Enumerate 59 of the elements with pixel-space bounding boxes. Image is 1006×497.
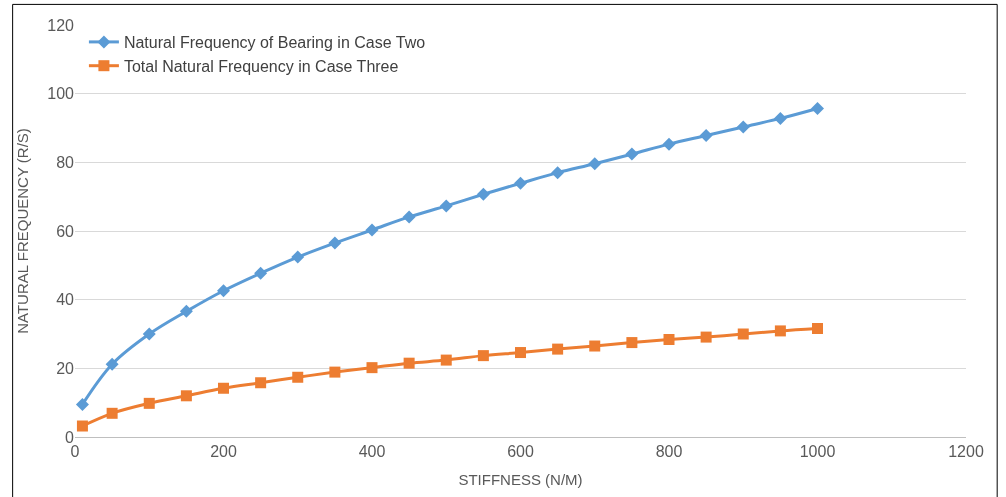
y-tick-label: 0 — [65, 428, 75, 446]
point — [402, 210, 416, 224]
point — [589, 340, 601, 352]
point — [142, 327, 156, 341]
point — [588, 157, 602, 171]
point — [440, 354, 452, 366]
y-tick-label: 80 — [56, 153, 75, 171]
point — [552, 343, 564, 355]
point — [291, 250, 305, 264]
point — [663, 333, 675, 345]
point — [329, 366, 341, 378]
point — [439, 199, 453, 213]
point — [254, 266, 268, 280]
y-tick-label: 20 — [56, 359, 75, 377]
x-tick-label: 400 — [358, 443, 386, 461]
point — [737, 328, 749, 340]
point — [477, 350, 489, 362]
y-tick-label: 60 — [56, 222, 75, 240]
point — [217, 284, 230, 298]
point — [403, 357, 415, 369]
point — [218, 382, 229, 394]
point — [76, 420, 88, 432]
point — [255, 377, 267, 389]
point — [736, 120, 750, 134]
point — [143, 397, 155, 409]
point — [626, 337, 638, 349]
point — [625, 147, 639, 161]
x-tick-label: 1000 — [799, 443, 836, 461]
point — [812, 323, 823, 335]
y-tick-label: 120 — [47, 16, 75, 34]
x-tick-label: 600 — [507, 443, 534, 461]
point — [774, 325, 786, 337]
point — [328, 236, 342, 250]
point — [662, 137, 676, 151]
legend-label: Natural Frequency of Bearing in Case Two — [123, 34, 426, 52]
point — [75, 397, 89, 411]
x-tick-label: 1200 — [948, 443, 984, 461]
y-tick-label: 40 — [56, 291, 75, 309]
point — [699, 129, 713, 143]
point — [476, 187, 490, 201]
x-tick-label: 200 — [210, 443, 237, 461]
legend-label: Total Natural Frequency in Case Three — [123, 57, 399, 75]
point — [105, 357, 119, 371]
x-tick-label: 800 — [655, 443, 683, 461]
x-axis-title: STIFFNESS (N/M) — [458, 471, 583, 489]
point — [292, 371, 304, 383]
point — [366, 362, 378, 374]
y-axis-title: NATURAL FREQUENCY (R/S) — [13, 128, 31, 334]
point — [811, 101, 824, 115]
point — [700, 331, 712, 343]
point — [106, 407, 118, 419]
point — [515, 347, 526, 359]
point — [551, 166, 565, 180]
point — [180, 390, 192, 402]
y-tick-label: 100 — [47, 85, 75, 103]
point — [514, 176, 527, 190]
point — [365, 223, 379, 237]
point — [179, 304, 193, 318]
point — [773, 111, 787, 125]
